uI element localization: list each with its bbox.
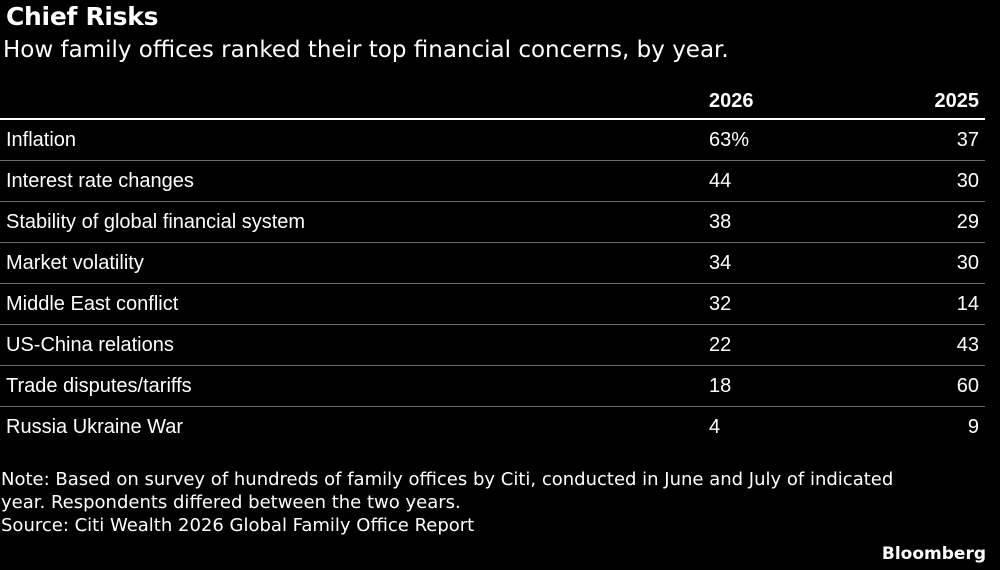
value-2026: 18 bbox=[709, 375, 732, 397]
value-2025: 30 bbox=[956, 170, 979, 192]
column-header-2025: 2025 bbox=[934, 90, 980, 112]
table-row: Trade disputes/tariffs 18 60 bbox=[0, 366, 985, 407]
table-row: Middle East conflict 32 14 bbox=[0, 284, 985, 325]
chart-title: Chief Risks bbox=[6, 2, 159, 31]
row-label: Market volatility bbox=[6, 252, 144, 274]
value-2025: 30 bbox=[956, 252, 979, 274]
table-row: Market volatility 34 30 bbox=[0, 243, 985, 284]
value-2026: 44 bbox=[709, 170, 732, 192]
bloomberg-logo: Bloomberg bbox=[881, 544, 986, 564]
value-2025: 37 bbox=[956, 129, 979, 151]
value-2026: 63% bbox=[709, 129, 750, 151]
table-row: Inflation 63% 37 bbox=[0, 120, 985, 161]
table-row: Russia Ukraine War 4 9 bbox=[0, 407, 985, 447]
column-header-2026: 2026 bbox=[709, 90, 754, 112]
risk-table: 2026 2025 Inflation 63% 37 Interest rate ch… bbox=[0, 84, 985, 447]
value-2025: 43 bbox=[956, 334, 979, 356]
value-2025: 29 bbox=[956, 211, 979, 233]
value-2025: 60 bbox=[956, 375, 979, 397]
value-2025: 9 bbox=[967, 416, 979, 438]
note-line: Note: Based on survey of hundreds of fam… bbox=[1, 469, 894, 490]
table-row: US-China relations 22 43 bbox=[0, 325, 985, 366]
value-2026: 32 bbox=[709, 293, 732, 315]
source-line: Source: Citi Wealth 2026 Global Family O… bbox=[1, 515, 475, 536]
table-row: Stability of global financial system 38 29 bbox=[0, 202, 985, 243]
row-label: Interest rate changes bbox=[6, 170, 194, 192]
row-label: Russia Ukraine War bbox=[6, 416, 184, 438]
value-2026: 34 bbox=[709, 252, 732, 274]
note-line: year. Respondents differed between the t… bbox=[1, 492, 461, 513]
chart-subtitle: How family offices ranked their top fina… bbox=[3, 37, 729, 63]
table-row: Interest rate changes 44 30 bbox=[0, 161, 985, 202]
row-label: Middle East conflict bbox=[6, 293, 179, 315]
table-body: Inflation 63% 37 Interest rate changes 44 30 S… bbox=[0, 120, 985, 447]
value-2026: 22 bbox=[709, 334, 732, 356]
value-2025: 14 bbox=[956, 293, 979, 315]
row-label: Stability of global financial system bbox=[6, 211, 306, 233]
table-header-row: 2026 2025 bbox=[0, 84, 985, 120]
row-label: Trade disputes/tariffs bbox=[6, 375, 192, 397]
row-label: US-China relations bbox=[6, 334, 174, 356]
footnote: Note: Based on survey of hundreds of fam… bbox=[1, 468, 991, 537]
value-2026: 38 bbox=[709, 211, 732, 233]
value-2026: 4 bbox=[709, 416, 721, 438]
row-label: Inflation bbox=[6, 129, 77, 151]
